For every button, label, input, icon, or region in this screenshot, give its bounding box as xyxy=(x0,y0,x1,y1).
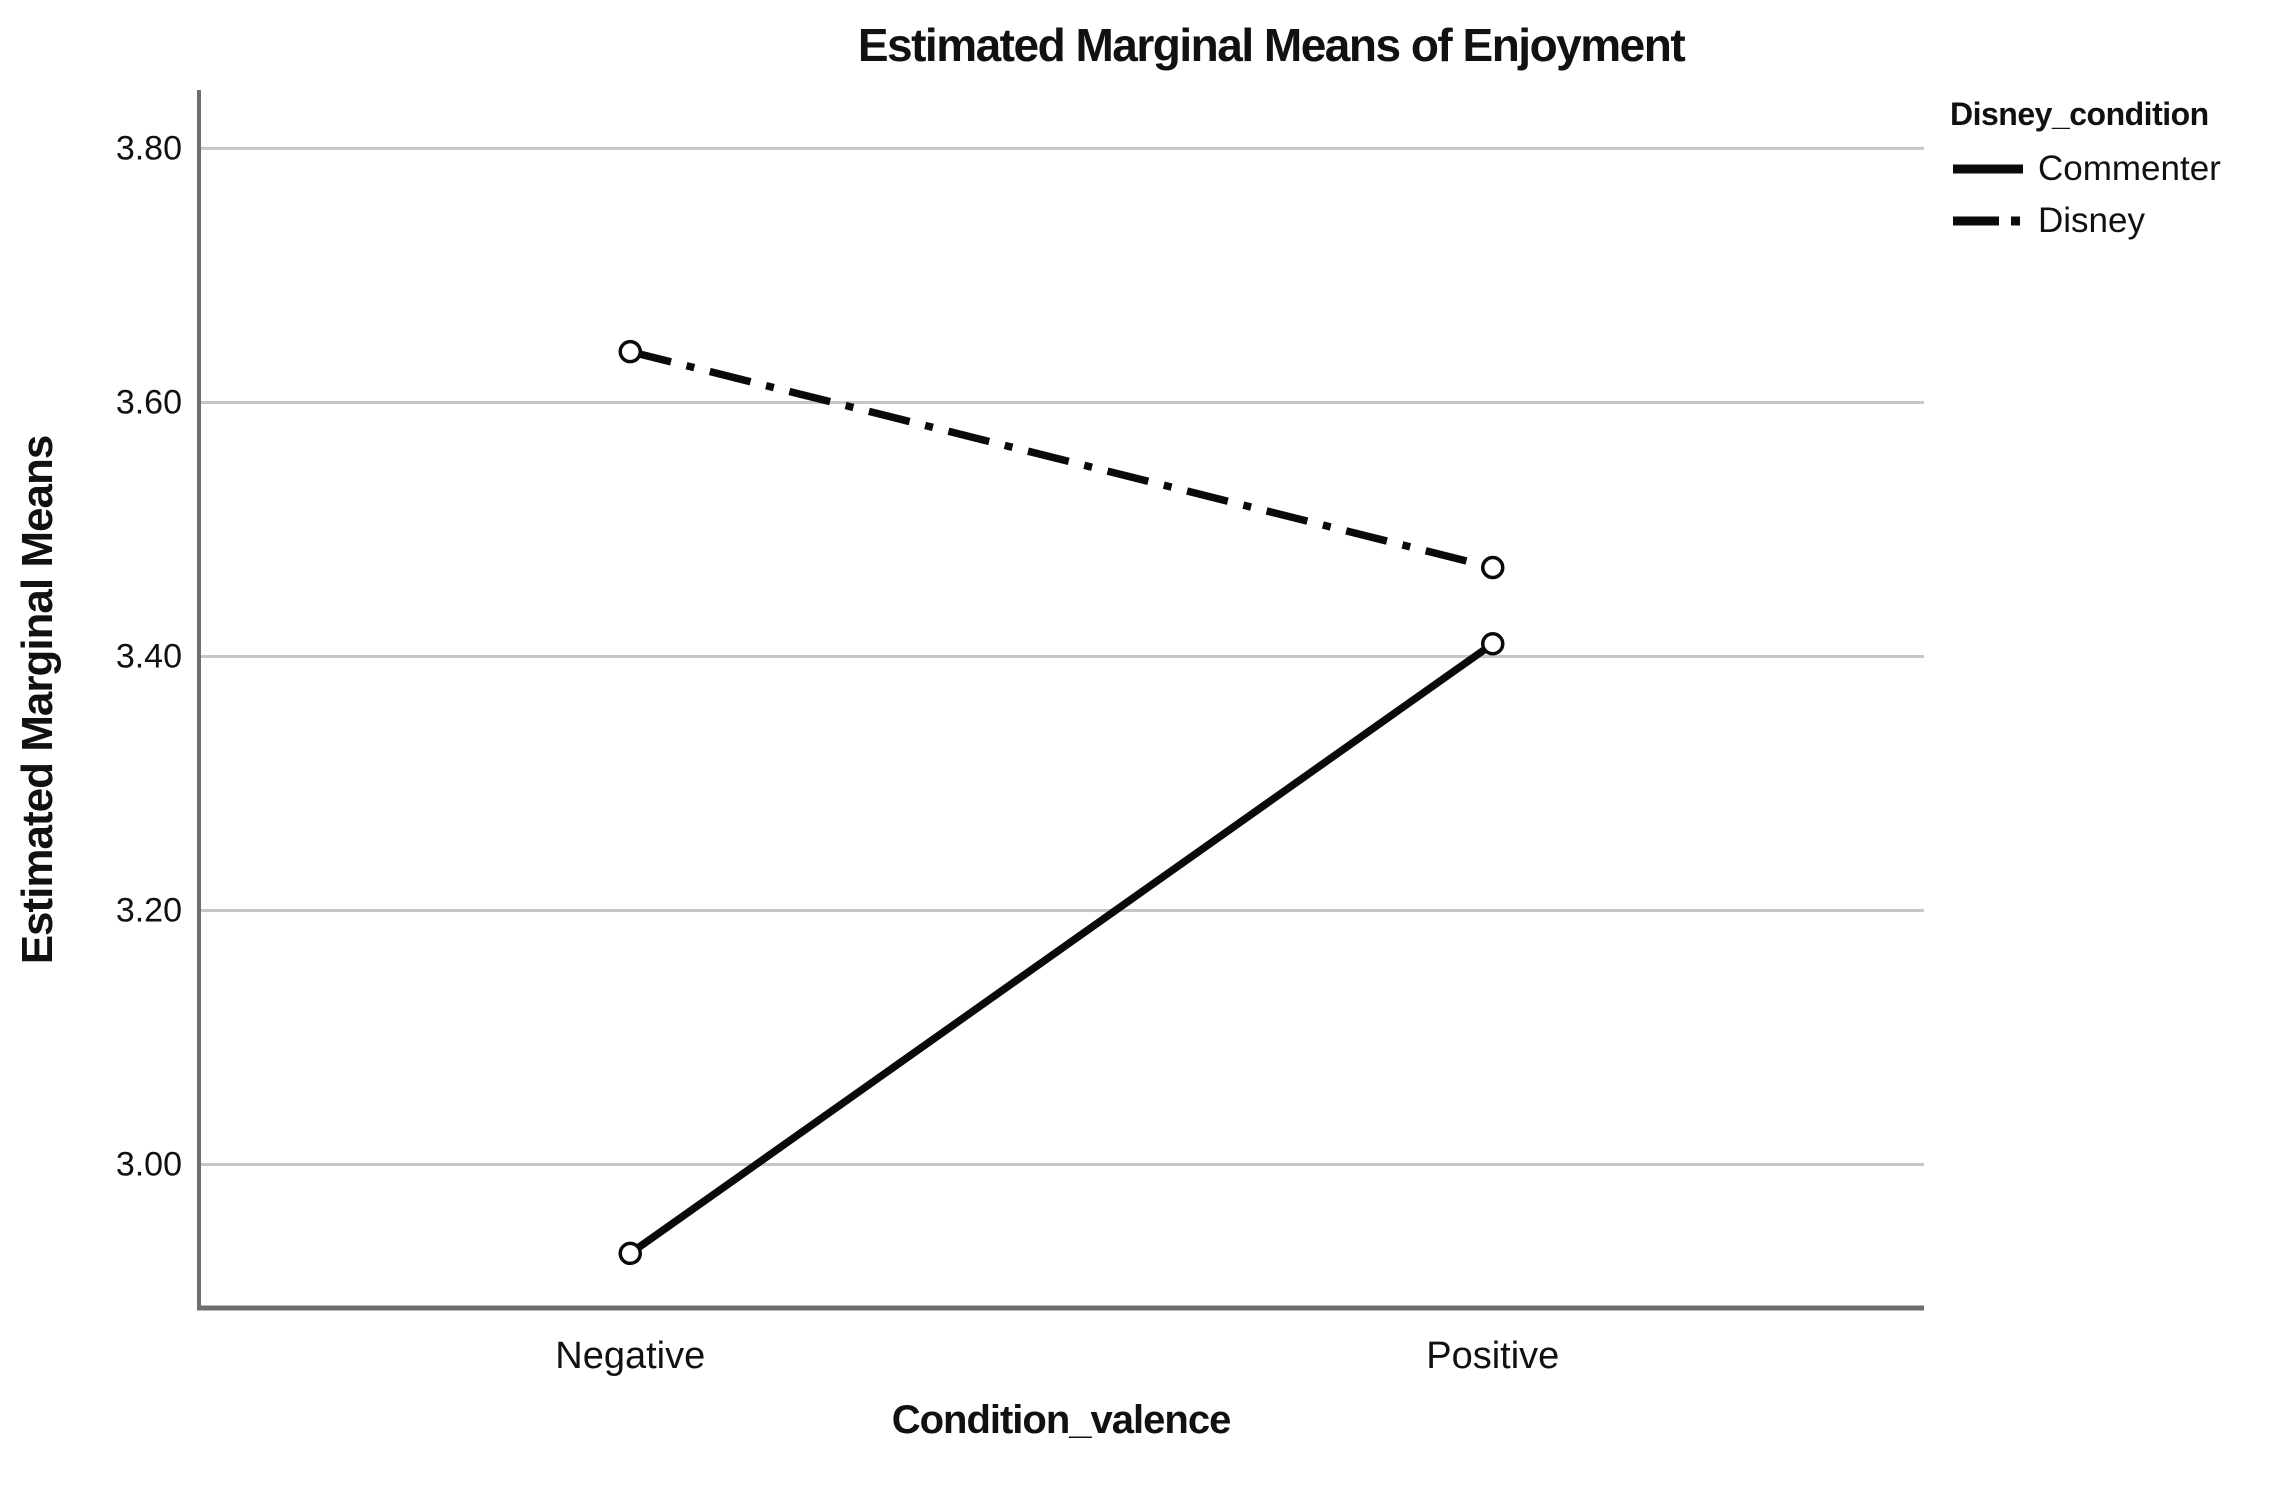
data-point-marker xyxy=(1481,632,1505,656)
y-tick-label: 3.60 xyxy=(116,383,182,421)
data-point-marker xyxy=(618,1241,642,1266)
series-line-disney xyxy=(629,347,1494,572)
x-axis-title: Condition_valence xyxy=(891,1398,1232,1442)
dashdot-line-swatch-icon xyxy=(1953,216,2023,226)
legend-entry-commenter: Commenter xyxy=(1950,149,2278,189)
solid-line-swatch-icon xyxy=(1953,164,2023,174)
y-tick-label: 3.40 xyxy=(116,637,182,675)
data-point-marker xyxy=(1481,555,1505,580)
y-tick-label: 3.00 xyxy=(116,1145,182,1183)
series-line-commenter xyxy=(628,640,1495,1257)
x-tick-label: Negative xyxy=(555,1335,705,1377)
legend: Disney_condition Commenter Disney xyxy=(1950,96,2278,253)
y-tick-label: 3.20 xyxy=(116,891,182,929)
data-point-marker xyxy=(618,339,642,364)
legend-label-commenter: Commenter xyxy=(2038,149,2221,188)
legend-label-disney: Disney xyxy=(2038,201,2145,240)
legend-title: Disney_condition xyxy=(1950,96,2209,132)
chart-title: Estimated Marginal Means of Enjoyment xyxy=(857,19,1686,71)
x-tick-label: Positive xyxy=(1426,1335,1559,1377)
y-tick-label: 3.80 xyxy=(116,129,182,167)
legend-entry-disney: Disney xyxy=(1950,201,2278,241)
